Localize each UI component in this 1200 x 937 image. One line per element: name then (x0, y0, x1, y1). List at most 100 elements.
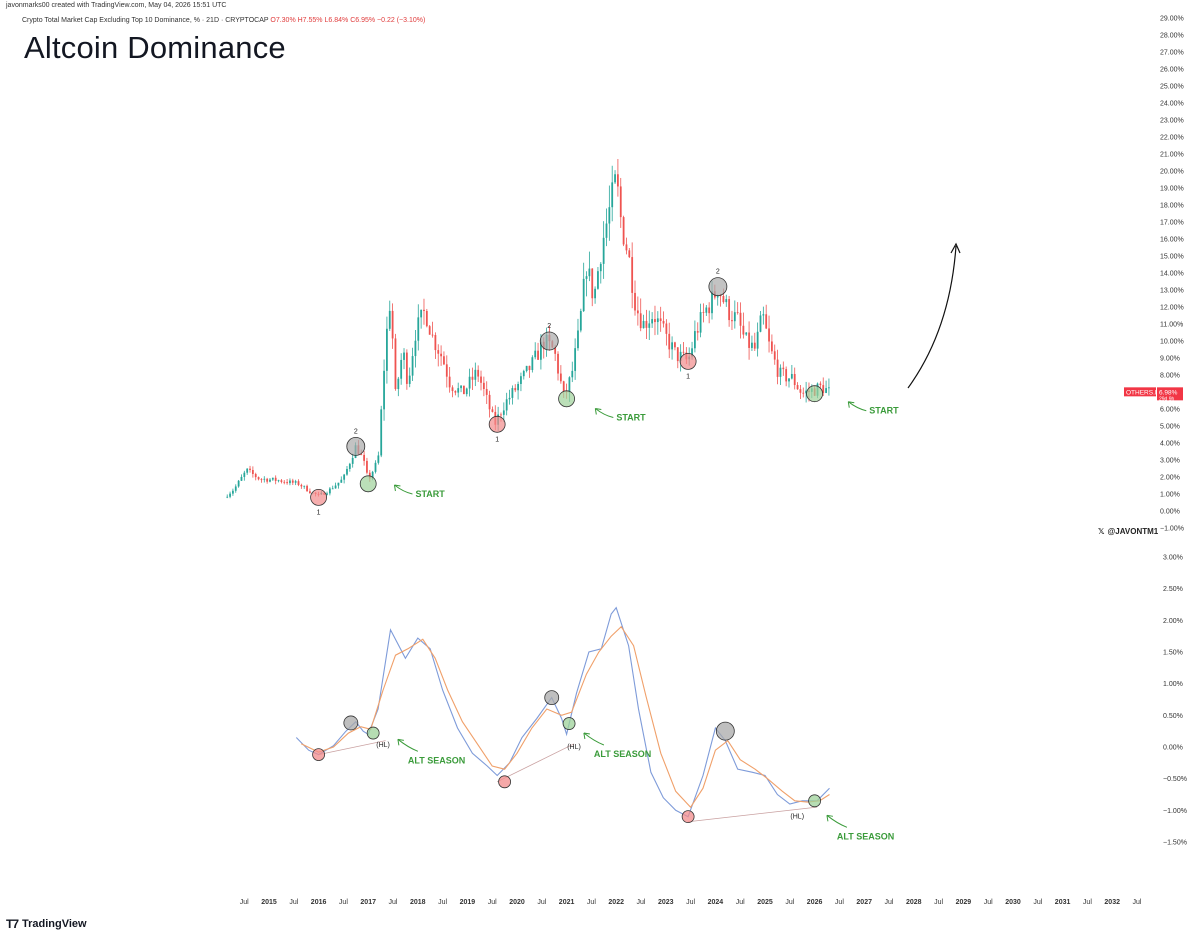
candle-body (477, 369, 480, 377)
candle-body (291, 480, 294, 483)
candle-body (434, 335, 437, 351)
osc-y-tick-label: −1.50% (1163, 840, 1187, 847)
y-tick-label: 29.00% (1160, 16, 1184, 23)
y-tick-label: 20.00% (1160, 169, 1184, 176)
x-tick-label: Jul (1033, 899, 1042, 906)
candle-body (674, 342, 676, 348)
price-tag-symbol: OTHERS.D (1126, 389, 1160, 396)
candle-body (728, 299, 731, 321)
candle-body (411, 356, 414, 376)
candle-body (517, 383, 519, 391)
marker-number-label: 2 (547, 323, 551, 330)
x-tick-label: 2020 (509, 899, 525, 906)
alt-season-arrow (826, 814, 848, 828)
x-tick-label: Jul (785, 899, 794, 906)
candle-body (485, 389, 488, 395)
candle-body (679, 351, 682, 362)
candle-body (522, 370, 525, 377)
candle-body (528, 365, 531, 371)
candle-body (254, 474, 257, 478)
y-tick-label: 26.00% (1160, 67, 1184, 74)
alt-season-annotation: ALT SEASON (408, 755, 465, 765)
candle-body (702, 312, 705, 313)
x-tick-label: 2015 (261, 899, 277, 906)
ohlc-change: −0.22 (−3.10%) (377, 17, 426, 24)
candle-body (391, 310, 394, 339)
candle-body (363, 454, 365, 461)
candle-body (639, 313, 642, 329)
candle-body (229, 493, 231, 497)
candle-body (240, 476, 243, 481)
candle-body (557, 353, 559, 374)
candle-body (622, 217, 625, 245)
candle-body (588, 268, 591, 277)
osc-y-tick-label: −1.00% (1163, 808, 1187, 815)
x-tick-label: 2017 (360, 899, 376, 906)
y-tick-label: 10.00% (1160, 339, 1184, 346)
alt-season-arrow (397, 738, 419, 752)
candle-body (716, 295, 719, 298)
start-arrow-head (393, 484, 401, 492)
alt-season-arrow-head (397, 738, 404, 746)
y-tick-label: 24.00% (1160, 101, 1184, 108)
start-annotation: START (869, 406, 899, 416)
candle-body (568, 377, 571, 393)
x-tick-label: 2027 (856, 899, 872, 906)
candle-body (634, 292, 636, 311)
candle-body (594, 288, 596, 299)
candle-body (280, 480, 283, 482)
candle-body (665, 323, 668, 334)
start-arrow (595, 408, 614, 418)
creator-line: javonmarks00 created with TradingView.co… (6, 2, 227, 9)
candle-body (448, 376, 451, 388)
candle-body (708, 307, 711, 314)
candle-body (805, 390, 808, 394)
x-tick-label: Jul (885, 899, 894, 906)
candle-body (602, 237, 605, 264)
candle-body (326, 493, 328, 495)
candle-body (631, 257, 634, 293)
higher-low-trendline (688, 806, 818, 823)
candle-body (286, 482, 288, 484)
candle-body (753, 342, 756, 349)
marker-circle-green (359, 475, 377, 493)
candle-body (394, 338, 397, 390)
candle-body (400, 359, 403, 379)
candle-body (656, 318, 659, 323)
candle-body (309, 491, 311, 494)
x-tick-label: Jul (984, 899, 993, 906)
start-annotation: START (415, 489, 445, 499)
alt-season-arrow-head (583, 732, 590, 740)
candle-body (759, 315, 762, 332)
candle-body (514, 388, 517, 391)
candle-body (454, 391, 457, 393)
candle-body (802, 392, 805, 394)
candle-body (508, 397, 511, 400)
tradingview-logo-icon: T7 (6, 917, 19, 931)
candle-body (745, 332, 748, 335)
y-tick-label: 19.00% (1160, 186, 1184, 193)
higher-low-trendline (496, 743, 575, 783)
candle-body (582, 278, 585, 312)
marker-number-label: 2 (354, 428, 358, 435)
candle-body (246, 468, 249, 473)
ohlc-open: O7.30% (270, 17, 296, 24)
candle-body (696, 331, 699, 333)
tradingview-logo[interactable]: T7 TradingView (6, 917, 87, 931)
candle-body (300, 484, 303, 487)
candle-body (579, 311, 582, 331)
candle-body (554, 347, 557, 354)
candle-body (334, 485, 337, 489)
osc-marker-green (562, 717, 576, 730)
candle-body (825, 388, 827, 393)
candle-body (648, 323, 651, 328)
candle-body (608, 207, 611, 224)
candle-body (460, 385, 462, 389)
marker-circle-green (558, 390, 575, 408)
candle-body (733, 312, 736, 322)
candle-body (725, 299, 728, 303)
candle-body (739, 312, 742, 326)
candle-body (736, 312, 739, 313)
candle-body (662, 320, 665, 324)
